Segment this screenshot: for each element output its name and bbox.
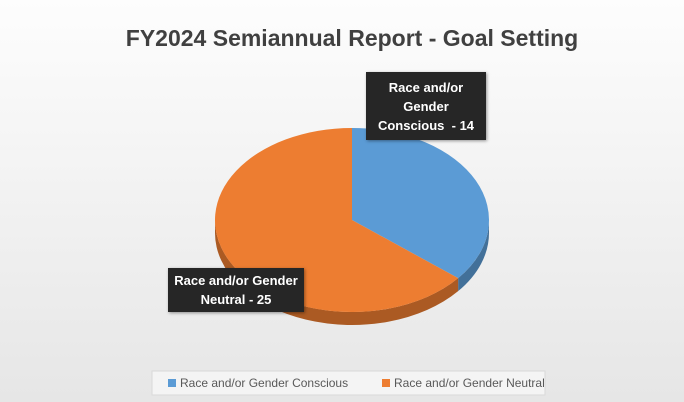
legend-label: Race and/or Gender Conscious xyxy=(180,376,348,390)
slice-side xyxy=(458,220,489,292)
chart-title: FY2024 Semiannual Report - Goal Setting xyxy=(126,25,578,51)
slice xyxy=(214,128,459,312)
legend-swatch xyxy=(168,379,176,387)
legend-swatch xyxy=(382,379,390,387)
legend-label: Race and/or Gender Neutral xyxy=(394,376,545,390)
slice xyxy=(352,128,489,279)
data-label: Race and/or Gender Conscious - 14 xyxy=(366,72,486,140)
legend-box xyxy=(151,370,546,396)
data-label: Race and/or Gender Neutral - 25 xyxy=(168,268,304,312)
